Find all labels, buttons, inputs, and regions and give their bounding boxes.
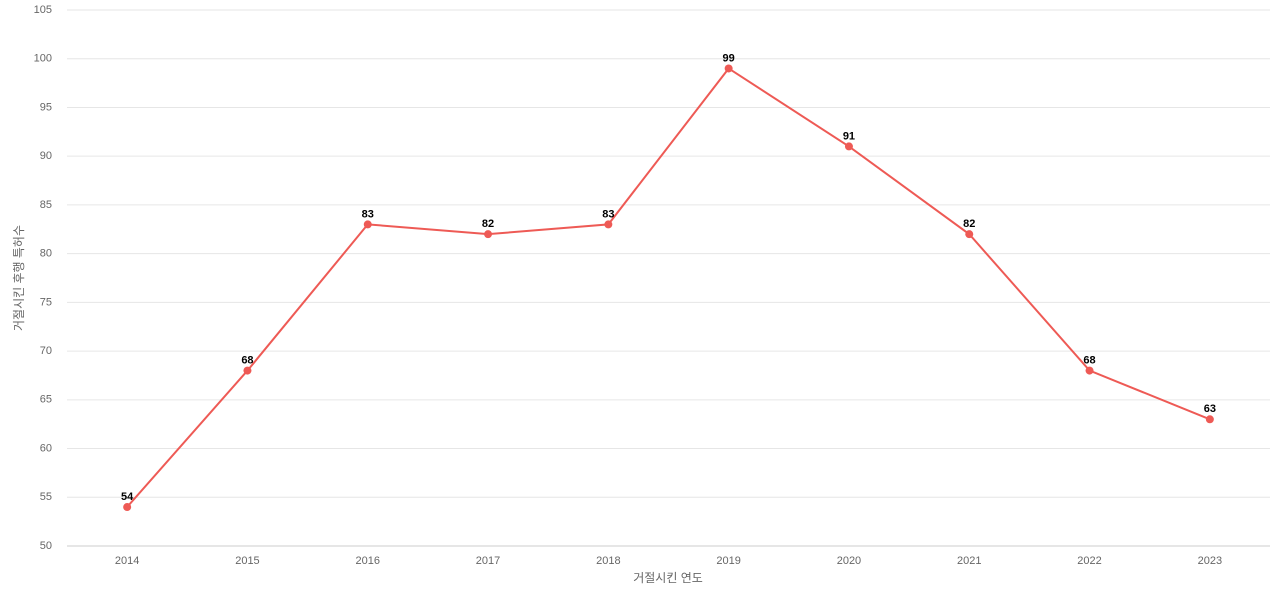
y-tick-label: 50 (40, 540, 52, 552)
x-tick-label: 2016 (356, 555, 380, 567)
value-label: 54 (121, 491, 134, 503)
value-label: 68 (241, 354, 253, 366)
point (1085, 366, 1094, 375)
point (484, 230, 493, 239)
value-label: 63 (1204, 403, 1216, 415)
y-tick-label: 75 (40, 296, 52, 308)
x-tick-label: 2022 (1077, 555, 1101, 567)
point (1205, 415, 1214, 424)
value-label: 83 (602, 208, 614, 220)
point (965, 230, 974, 239)
x-tick-label: 2019 (716, 555, 740, 567)
y-tick-label: 65 (40, 394, 52, 406)
y-tick-label: 80 (40, 248, 52, 260)
value-label: 99 (723, 52, 735, 64)
point (243, 366, 252, 375)
x-tick-label: 2023 (1198, 555, 1222, 567)
x-tick-label: 2018 (596, 555, 620, 567)
y-tick-label: 100 (34, 53, 52, 65)
x-tick-label: 2021 (957, 555, 981, 567)
x-tick-label: 2017 (476, 555, 500, 567)
value-label: 82 (963, 218, 975, 230)
point (363, 220, 372, 229)
y-tick-label: 90 (40, 150, 52, 162)
y-tick-label: 55 (40, 491, 52, 503)
point (604, 220, 613, 229)
point (724, 64, 733, 73)
y-tick-label: 60 (40, 442, 52, 454)
value-label: 68 (1083, 354, 1095, 366)
value-label: 82 (482, 218, 494, 230)
x-tick-label: 2014 (115, 555, 139, 567)
value-label: 83 (362, 208, 374, 220)
x-tick-label: 2020 (837, 555, 861, 567)
x-tick-label: 2015 (235, 555, 259, 567)
point (844, 142, 853, 151)
point (123, 503, 132, 512)
y-tick-label: 95 (40, 101, 52, 113)
y-tick-label: 85 (40, 199, 52, 211)
y-tick-label: 70 (40, 345, 52, 357)
y-tick-label: 105 (34, 4, 52, 16)
y-axis-title: 거절시킨 후행 특허수 (11, 225, 26, 331)
line (126, 67, 1211, 508)
value-label: 91 (843, 130, 855, 142)
x-axis-title: 거절시킨 연도 (633, 571, 703, 585)
